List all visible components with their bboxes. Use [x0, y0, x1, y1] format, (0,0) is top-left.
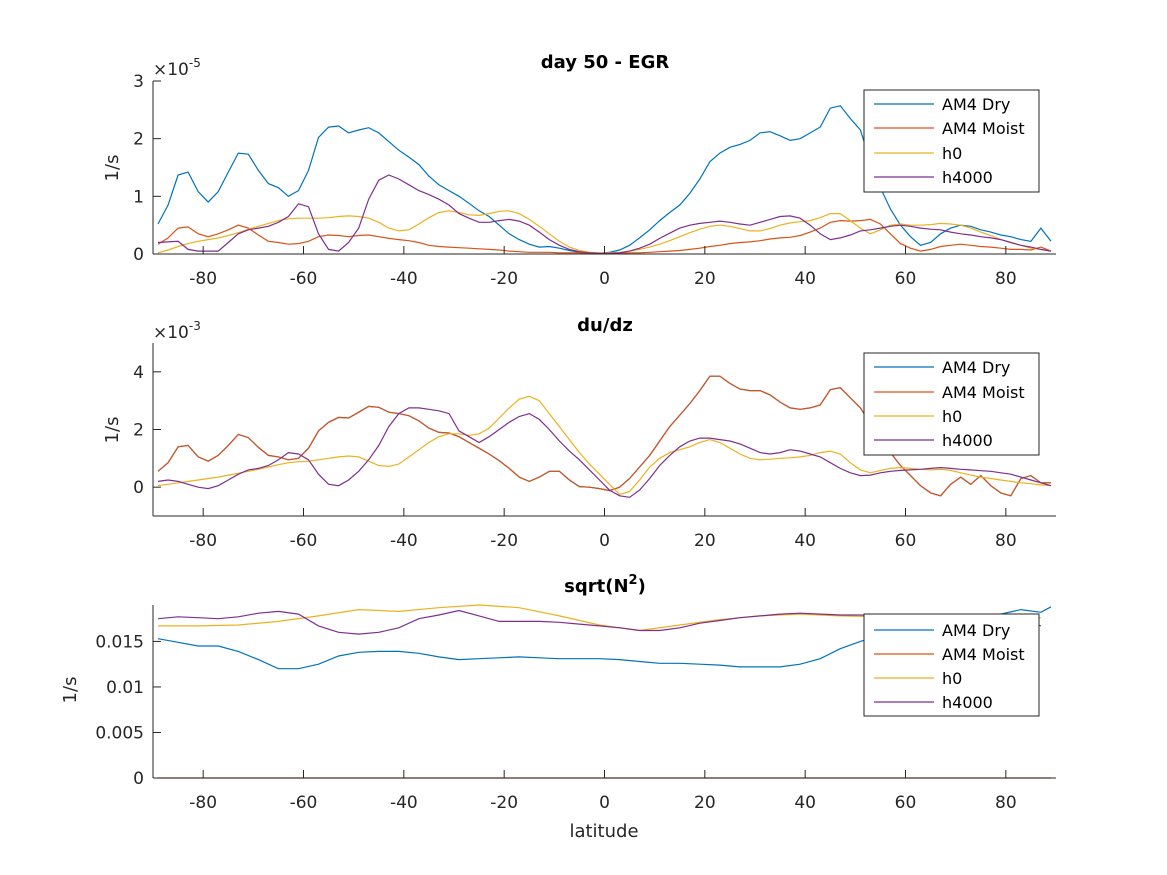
legend-entry: AM4 Dry: [874, 95, 1010, 114]
x-ticks: -80 -60 -40 -20 0 20 40 60 80: [189, 770, 1017, 813]
legend-entry: AM4 Moist: [874, 383, 1025, 402]
x-axis-label: latitude: [569, 821, 638, 842]
y-multiplier: ×10-3: [153, 319, 201, 343]
x-tick-label: -40: [390, 793, 418, 813]
legend-box: [863, 352, 1040, 456]
y-tick-label: 0: [133, 478, 144, 498]
x-tick-label: -20: [490, 269, 518, 289]
y-ticks: 0 1 2 3: [133, 72, 161, 265]
legend-label: h0: [942, 669, 962, 688]
x-tick-label: 60: [895, 269, 917, 289]
legend-label: AM4 Moist: [942, 383, 1025, 402]
title-close: ): [638, 576, 646, 597]
legend-entry: h4000: [874, 431, 993, 450]
x-tick-label: -60: [290, 269, 318, 289]
x-tick-label: 40: [794, 531, 816, 551]
title-text: sqrt(N: [564, 576, 628, 597]
x-tick-label: 0: [599, 793, 610, 813]
x-tick-label: 40: [794, 793, 816, 813]
y-tick-label: 1: [133, 187, 144, 207]
subplot-egr: day 50 - EGR ×10-5 0 1 2 3 -80 -60 -40 -20 0 20 4…: [102, 52, 1056, 289]
legend-label: h4000: [942, 693, 993, 712]
legend-entry: h0: [874, 669, 962, 688]
x-tick-label: 60: [895, 531, 917, 551]
subplot-title: du/dz: [577, 315, 633, 336]
y-tick-label: 0.01: [106, 678, 144, 698]
legend-label: h4000: [942, 168, 993, 187]
x-tick-label: 80: [995, 793, 1017, 813]
x-tick-label: -20: [490, 793, 518, 813]
x-tick-label: -40: [390, 269, 418, 289]
legend-entry: AM4 Moist: [874, 119, 1025, 138]
y-tick-label: 0: [133, 245, 144, 265]
x-tick-label: 80: [995, 269, 1017, 289]
legend: AM4 Dry AM4 Moist h0 h4000: [863, 89, 1040, 193]
title-superscript: 2: [629, 573, 638, 588]
y-tick-label: 2: [133, 421, 144, 441]
legend-entry: h0: [874, 407, 962, 426]
multiplier-base: ×10: [153, 323, 189, 343]
x-tick-label: 60: [895, 793, 917, 813]
x-tick-label: 0: [599, 269, 610, 289]
legend-label: AM4 Moist: [942, 119, 1025, 138]
y-ticks: 0 0.005 0.01 0.015: [95, 632, 161, 789]
x-ticks: -80 -60 -40 -20 0 20 40 60 80: [189, 508, 1017, 551]
x-tick-label: -80: [189, 531, 217, 551]
y-axis-label: 1/s: [60, 677, 81, 704]
legend-label: h0: [942, 407, 962, 426]
y-tick-label: 4: [133, 363, 144, 383]
y-tick-label: 3: [133, 72, 144, 92]
x-tick-label: 20: [694, 793, 716, 813]
x-tick-label: -80: [189, 793, 217, 813]
legend-entry: AM4 Dry: [874, 621, 1010, 640]
legend-label: AM4 Moist: [942, 645, 1025, 664]
x-tick-label: -80: [189, 269, 217, 289]
series-line-h0: [157, 395, 1052, 496]
x-tick-label: -40: [390, 531, 418, 551]
subplot-title: sqrt(N2): [564, 573, 646, 597]
series-lines: [157, 375, 1052, 498]
x-tick-label: 40: [794, 269, 816, 289]
legend-entry: AM4 Moist: [874, 645, 1025, 664]
legend-label: h0: [942, 144, 962, 163]
legend-label: AM4 Dry: [942, 95, 1010, 114]
legend-box: [863, 613, 1040, 717]
x-tick-label: -20: [490, 531, 518, 551]
legend-box: [863, 89, 1040, 193]
legend-entry: h4000: [874, 168, 993, 187]
legend: AM4 Dry AM4 Moist h0 h4000: [863, 352, 1040, 456]
y-tick-label: 0: [133, 769, 144, 789]
x-tick-label: -60: [290, 531, 318, 551]
multiplier-base: ×10: [153, 60, 189, 80]
subplot-dudz: du/dz ×10-3 0 2 4 -80 -60 -40 -20 0 20 40 60 80 1/…: [102, 315, 1056, 551]
y-tick-label: 0.005: [95, 723, 144, 743]
legend: AM4 Dry AM4 Moist h0 h4000: [863, 613, 1040, 717]
x-ticks: -80 -60 -40 -20 0 20 40 60 80: [189, 246, 1017, 289]
x-tick-label: -60: [290, 793, 318, 813]
subplot-title: day 50 - EGR: [541, 52, 670, 73]
y-ticks: 0 2 4: [133, 363, 161, 498]
legend-entry: h4000: [874, 693, 993, 712]
y-axis-label: 1/s: [102, 417, 123, 444]
x-tick-label: 80: [995, 531, 1017, 551]
legend-label: AM4 Dry: [942, 358, 1010, 377]
legend-label: h4000: [942, 431, 993, 450]
legend-entry: h0: [874, 144, 962, 163]
x-tick-label: 0: [599, 531, 610, 551]
y-tick-label: 2: [133, 130, 144, 150]
series-line-h4000: [157, 407, 1052, 498]
y-multiplier: ×10-5: [153, 56, 201, 80]
x-tick-label: 20: [694, 531, 716, 551]
legend-label: AM4 Dry: [942, 621, 1010, 640]
y-tick-label: 0.015: [95, 632, 144, 652]
y-axis-label: 1/s: [102, 155, 123, 182]
legend-entry: AM4 Dry: [874, 358, 1010, 377]
multiplier-exponent: -3: [189, 319, 201, 333]
x-tick-label: 20: [694, 269, 716, 289]
multiplier-exponent: -5: [189, 56, 201, 70]
